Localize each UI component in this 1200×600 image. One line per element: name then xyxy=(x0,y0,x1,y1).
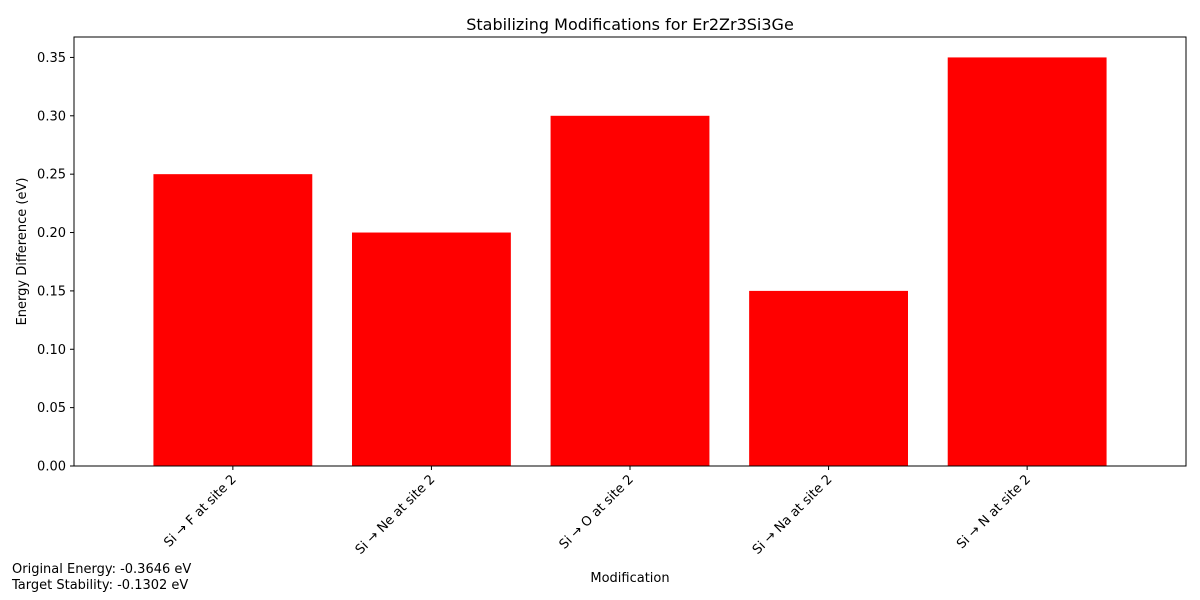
x-tick-label: Si → F at site 2 xyxy=(161,472,239,550)
y-tick-label: 0.20 xyxy=(37,226,66,241)
y-axis-label: Energy Difference (eV) xyxy=(15,178,30,326)
x-tick-label: Si → N at site 2 xyxy=(954,472,1034,552)
y-tick-label: 0.00 xyxy=(37,460,66,475)
y-tick-label: 0.35 xyxy=(37,51,66,66)
y-tick-label: 0.30 xyxy=(37,109,66,124)
x-tick-label: Si → O at site 2 xyxy=(557,472,637,552)
x-tick-label: Si → Ne at site 2 xyxy=(353,472,439,558)
original-energy-note: Original Energy: -0.3646 eV xyxy=(12,562,192,577)
x-axis: Si → F at site 2 Si → Ne at site 2 Si → O … xyxy=(161,466,1034,558)
bar xyxy=(749,290,908,466)
bars-group xyxy=(153,57,1107,467)
bar xyxy=(153,174,313,466)
x-axis-label: Modification xyxy=(590,571,669,586)
y-tick-label: 0.25 xyxy=(37,168,66,183)
x-tick-label: Si → Na at site 2 xyxy=(750,472,836,558)
bar xyxy=(352,232,511,466)
bar xyxy=(947,57,1107,467)
y-axis: 0.00 0.05 0.10 0.15 0.20 0.25 0.30 0.35 xyxy=(37,51,74,475)
y-tick-label: 0.05 xyxy=(37,401,66,416)
y-tick-label: 0.15 xyxy=(37,284,66,299)
chart-title: Stabilizing Modifications for Er2Zr3Si3G… xyxy=(466,15,794,34)
plot-frame xyxy=(73,36,1187,467)
target-stability-note: Target Stability: -0.1302 eV xyxy=(12,578,189,593)
bar xyxy=(550,115,710,466)
y-tick-label: 0.10 xyxy=(37,343,66,358)
